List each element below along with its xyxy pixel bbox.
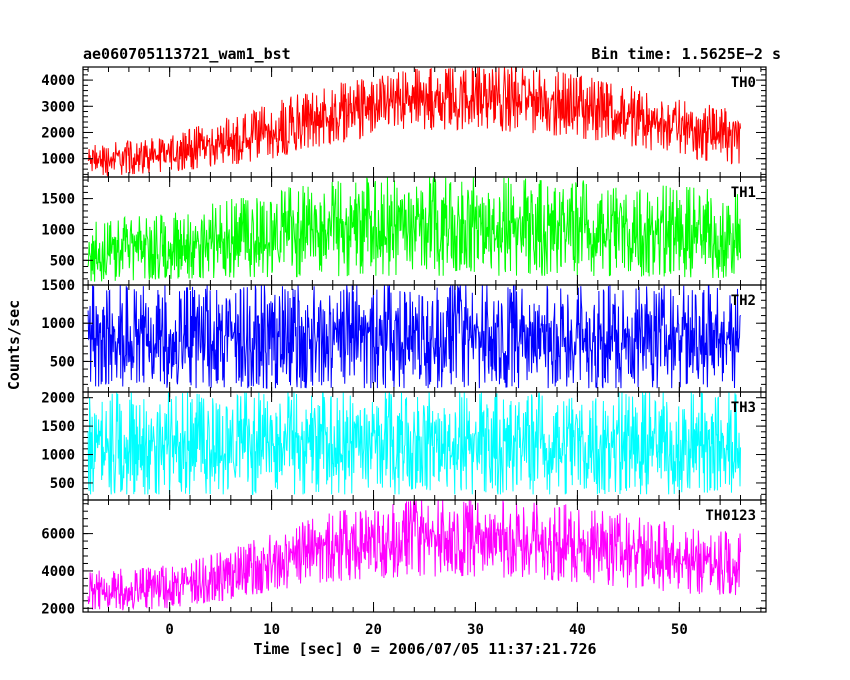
panel-th0123: 2000 4000 6000 TH0123 [41,499,767,617]
y-tick-label: 500 [50,253,75,269]
y-tick-label: 1500 [41,192,75,208]
x-tick-label: 50 [671,622,688,638]
chart-title: ae060705113721_wam1_bst [83,45,291,63]
y-tick-label: 1000 [41,152,75,168]
panel-th1: 500 1000 1500 TH1 [41,176,767,286]
panel-label-th1: TH1 [731,185,756,201]
series-th2 [87,284,741,389]
bin-time-label: Bin time: 1.5625E−2 s [591,45,781,63]
panel-label-th3: TH3 [731,400,756,416]
x-tick-label: 40 [569,622,586,638]
y-tick-label: 1000 [41,222,75,238]
y-axis-title: Counts/sec [5,300,23,390]
y-tick-label: 2000 [41,391,75,407]
x-tick-label: 30 [467,622,484,638]
panel-th0: 1000 2000 3000 4000 TH0 [41,66,767,178]
x-axis-title: Time [sec] 0 = 2006/07/05 11:37:21.726 [253,640,596,658]
series-th0123 [87,499,742,611]
panel-label-th0: TH0 [731,75,756,91]
y-tick-label: 1000 [41,316,75,332]
panels-group: 1000 2000 3000 4000 TH0 500 1000 1500 TH1 500 1000… [41,66,767,617]
y-tick-label: 2000 [41,125,75,141]
panel-label-th2: TH2 [731,293,756,309]
y-tick-label: 1500 [41,278,75,294]
x-axis: 0 10 20 30 40 50 [165,622,687,638]
y-tick-label: 4000 [41,73,75,89]
x-tick-label: 0 [165,622,173,638]
y-tick-label: 500 [50,476,75,492]
panel-th2: 500 1000 1500 TH2 [41,278,767,393]
y-tick-label: 2000 [41,601,75,617]
panel-th3: 500 1000 1500 2000 TH3 [41,391,767,501]
y-tick-label: 3000 [41,99,75,115]
x-tick-label: 20 [365,622,382,638]
y-tick-label: 4000 [41,564,75,580]
y-tick-label: 1000 [41,448,75,464]
series-th0 [87,66,742,178]
series-th1 [87,176,742,282]
y-tick-label: 500 [50,354,75,370]
y-tick-label: 1500 [41,419,75,435]
series-th3 [87,391,742,495]
y-tick-label: 6000 [41,527,75,543]
x-tick-label: 10 [263,622,280,638]
panel-label-th0123: TH0123 [705,508,756,524]
